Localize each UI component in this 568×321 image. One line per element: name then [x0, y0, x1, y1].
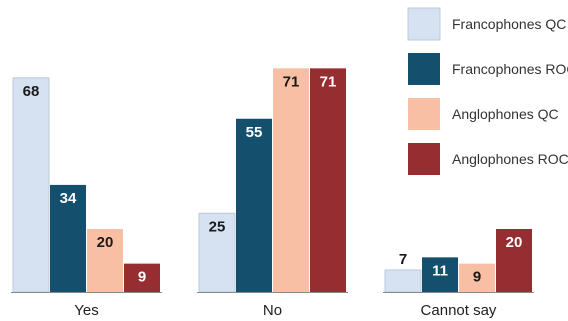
legend-swatch-anglophones-qc — [408, 98, 440, 130]
bar-no-francophones-roc — [236, 118, 272, 292]
legend-label-francophones-roc: Francophones ROC — [452, 61, 568, 77]
category-label-cannot-say: Cannot say — [421, 302, 497, 319]
bar-yes-francophones-roc — [50, 184, 86, 292]
category-label-no: No — [263, 302, 282, 319]
value-label-no-anglophones-roc: 71 — [320, 73, 337, 90]
bar-no-anglophones-qc — [273, 68, 309, 292]
category-labels-layer: Yes No Cannot say — [74, 302, 497, 319]
legend: Francophones QC Francophones ROC Anglophon… — [407, 7, 568, 175]
value-label-no-francophones-roc: 55 — [246, 124, 263, 141]
value-labels-layer: 68 34 20 9 25 55 71 71 7 11 9 20 — [23, 73, 523, 285]
bar-yes-anglophones-roc — [124, 263, 160, 292]
bar-cannot-say-francophones-roc — [422, 257, 458, 292]
bar-cannot-say-anglophones-roc — [496, 229, 532, 292]
value-label-no-francophones-qc: 25 — [209, 218, 226, 235]
bar-cannot-say-francophones-qc — [384, 269, 422, 293]
bar-no-anglophones-roc — [310, 68, 346, 292]
bar-cannot-say-anglophones-qc — [459, 263, 495, 292]
value-label-no-anglophones-qc: 71 — [283, 73, 300, 90]
value-label-yes-francophones-qc: 68 — [23, 83, 40, 100]
legend-label-francophones-qc: Francophones QC — [452, 16, 566, 32]
bar-yes-francophones-qc — [12, 77, 50, 293]
bars-layer — [12, 68, 532, 293]
value-label-yes-anglophones-qc: 20 — [97, 234, 114, 251]
value-label-cannot-say-francophones-roc: 11 — [432, 262, 448, 279]
legend-swatch-anglophones-roc — [408, 143, 440, 175]
legend-swatch-francophones-qc — [407, 7, 441, 41]
value-label-cannot-say-francophones-qc: 7 — [399, 251, 407, 268]
bar-yes-anglophones-qc — [87, 229, 123, 292]
bar-no-francophones-qc — [198, 212, 236, 293]
value-label-yes-francophones-roc: 34 — [60, 190, 77, 207]
legend-label-anglophones-roc: Anglophones ROC — [452, 151, 568, 167]
legend-swatch-francophones-roc — [408, 53, 440, 85]
value-label-cannot-say-anglophones-qc: 9 — [473, 269, 481, 286]
legend-label-anglophones-qc: Anglophones QC — [452, 106, 559, 122]
category-label-yes: Yes — [74, 302, 98, 319]
value-label-cannot-say-anglophones-roc: 20 — [506, 234, 523, 251]
value-label-yes-anglophones-roc: 9 — [138, 269, 146, 286]
